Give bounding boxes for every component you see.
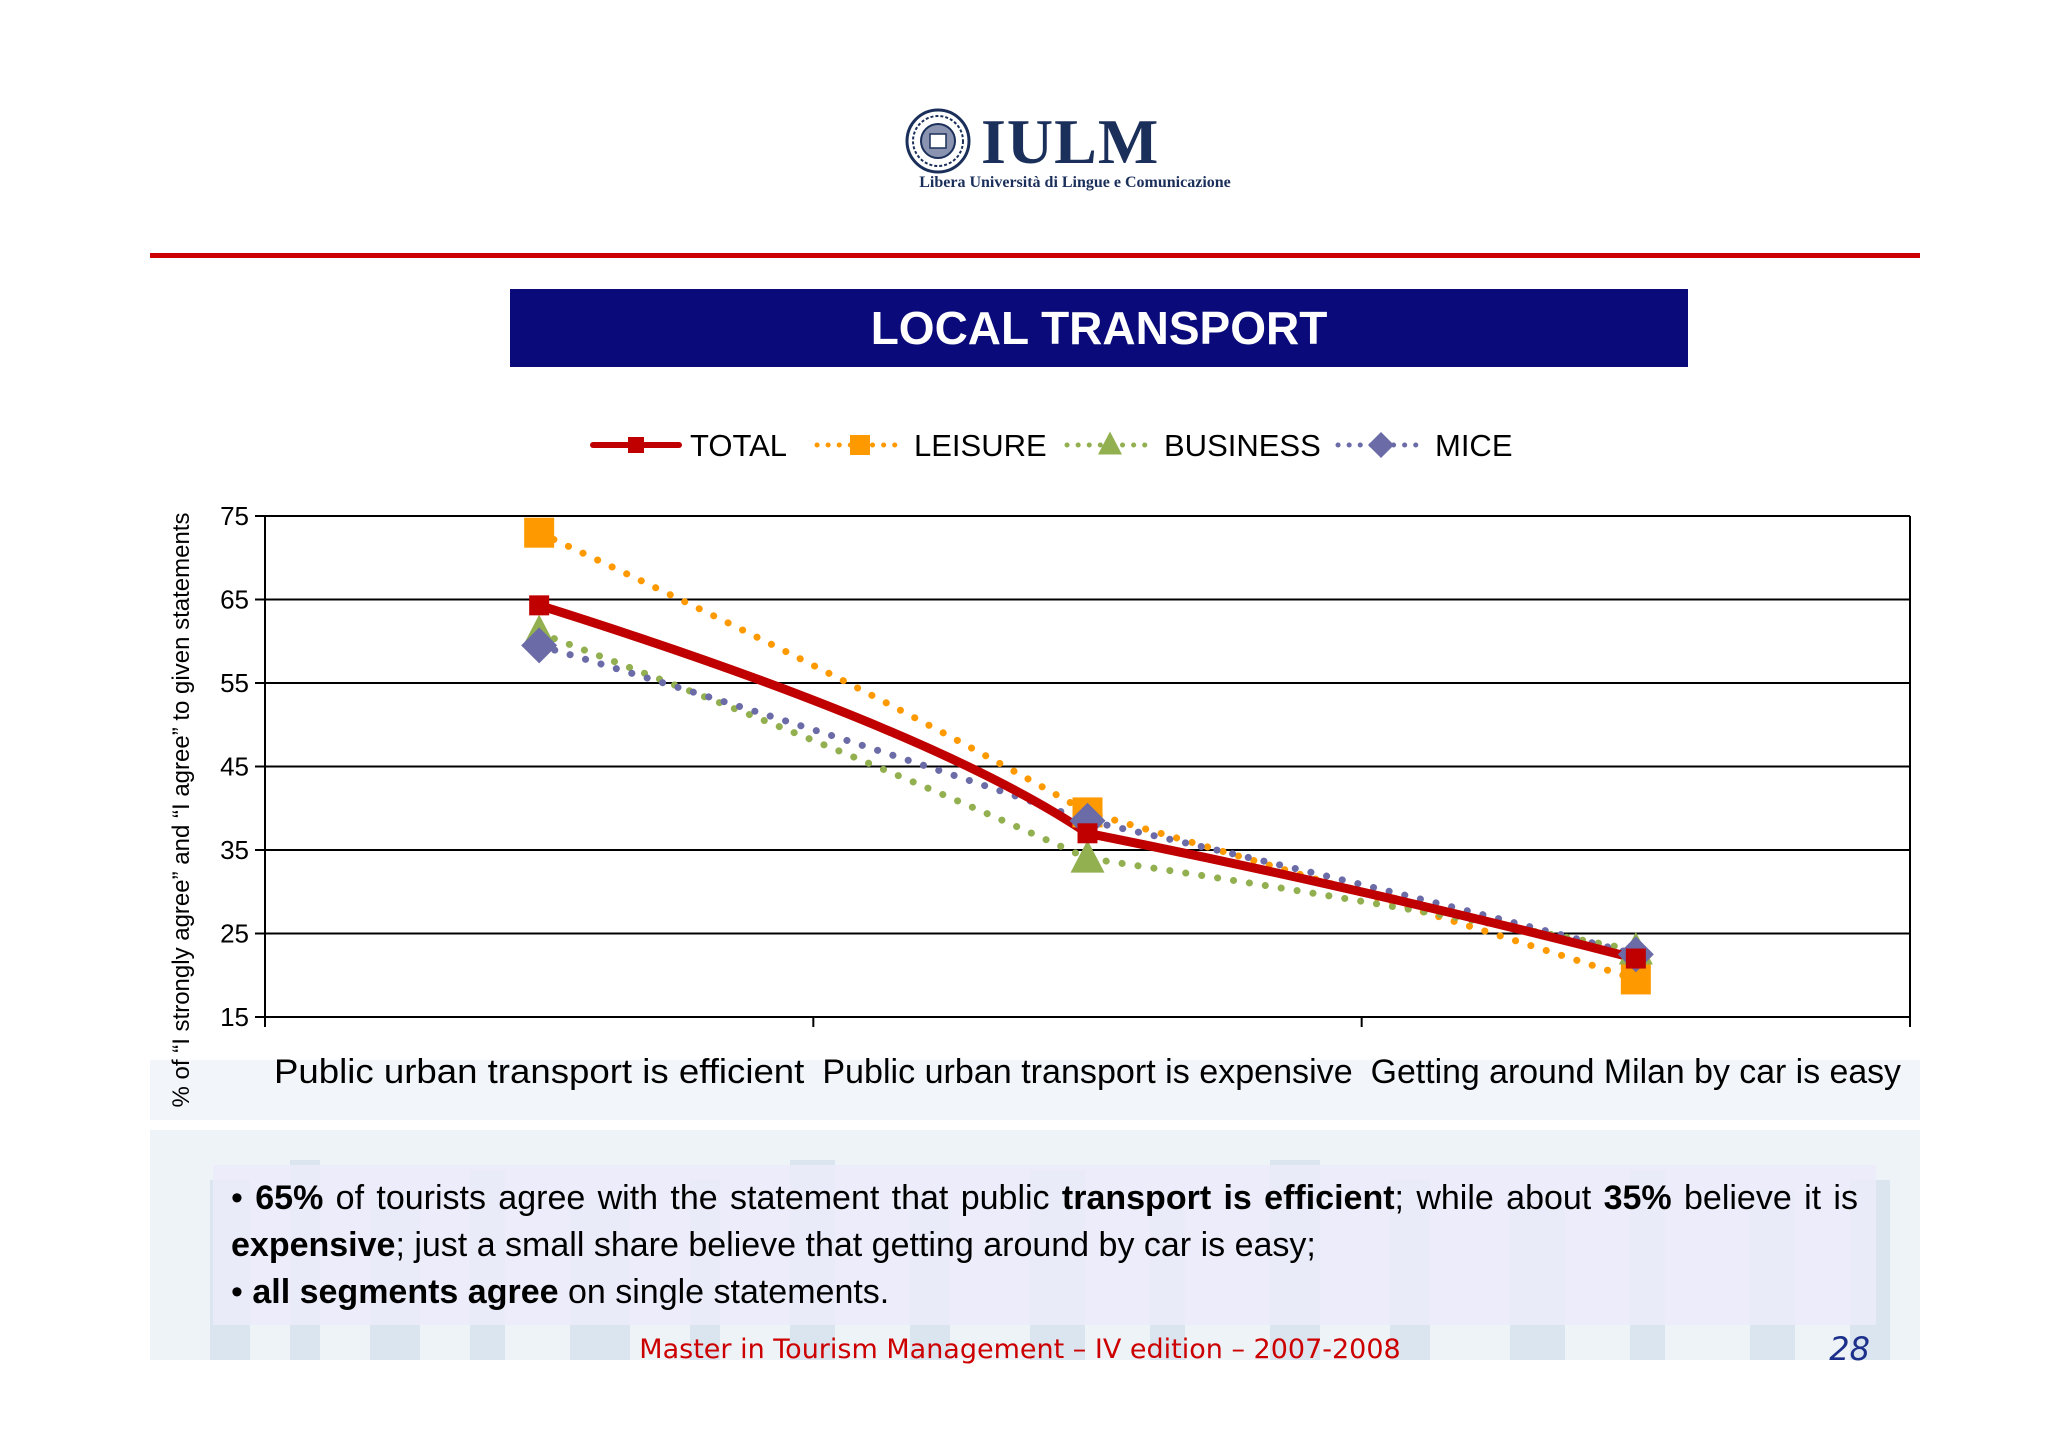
data-point-marker: [850, 435, 870, 455]
chart-series: [521, 517, 1654, 995]
data-point-marker: [1077, 823, 1098, 844]
highlight-transport-efficient: transport is efficient: [1061, 1179, 1395, 1217]
chart-legend: TOTAL LEISURE BUSINESS MICE: [590, 428, 1513, 463]
legend-item-mice: MICE: [1335, 428, 1513, 463]
legend-label: LEISURE: [914, 428, 1047, 463]
series-line-total: [534, 600, 1641, 964]
legend-label: MICE: [1435, 428, 1513, 463]
y-tick-label: 75: [220, 501, 249, 531]
chart-gridlines: [264, 515, 1911, 1018]
data-point-marker: [1098, 431, 1122, 455]
summary-notes: • 65% of tourists agree with the stateme…: [213, 1165, 1876, 1325]
logo-text: IULM: [981, 106, 1160, 177]
y-tick-label: 15: [220, 1002, 249, 1032]
legend-label: BUSINESS: [1164, 428, 1321, 463]
series-line-business: [535, 629, 1640, 954]
note-line-3: • all segments agree on single statement…: [231, 1269, 1858, 1316]
legend-item-total: TOTAL: [590, 428, 787, 463]
y-axis-ticks: 15 25 35 45 55 65 75: [220, 501, 265, 1032]
note-text: of tourists agree with the statement tha…: [323, 1179, 1062, 1217]
logo-subtitle: Libera Università di Lingue e Comunicazi…: [919, 174, 1231, 191]
legend-item-business: BUSINESS: [1064, 428, 1321, 463]
series-line-leisure: [535, 529, 1640, 983]
data-point-marker: [529, 595, 550, 616]
legend-item-leisure: LEISURE: [814, 428, 1047, 463]
series-markers: [521, 517, 1654, 995]
x-category-label: Getting around Milan by car is easy: [1371, 1053, 1901, 1091]
data-point-marker: [628, 437, 644, 453]
highlight-35-percent: 35%: [1603, 1179, 1672, 1217]
highlight-65-percent: 65%: [255, 1179, 324, 1217]
y-tick-label: 55: [220, 668, 249, 698]
y-tick-label: 35: [220, 835, 249, 865]
note-text: believe it is: [1671, 1179, 1858, 1217]
slide-title: LOCAL TRANSPORT: [510, 289, 1688, 367]
note-line-1: • 65% of tourists agree with the stateme…: [231, 1175, 1858, 1222]
data-point-marker: [1625, 948, 1646, 969]
highlight-all-segments: all segments agree: [252, 1273, 559, 1311]
bullet: •: [231, 1273, 243, 1311]
footer-text: Master in Tourism Management – IV editio…: [639, 1334, 1401, 1365]
series-markers-total: [529, 595, 1646, 969]
bullet: •: [231, 1179, 243, 1217]
header-divider: [150, 253, 1920, 258]
data-point-marker: [1368, 432, 1394, 458]
iulm-logo: IULM Libera Università di Lingue e Comun…: [905, 104, 1235, 204]
note-text: ; while about: [1394, 1179, 1604, 1217]
data-point-marker: [524, 517, 555, 548]
university-seal-icon: [905, 108, 971, 174]
note-line-2: expensive; just a small share believe th…: [231, 1222, 1858, 1269]
page-number: 28: [1829, 1330, 1870, 1368]
note-text: ; just a small share believe that gettin…: [395, 1226, 1316, 1264]
y-axis-label: % of “I strongly agree” and “I agree” to…: [168, 513, 195, 1108]
y-tick-label: 65: [220, 585, 249, 615]
x-category-label: Public urban transport is expensive: [822, 1053, 1352, 1091]
legend-label: TOTAL: [690, 428, 787, 463]
data-point-marker: [521, 627, 558, 664]
x-axis: Public urban transport is efficient Publi…: [264, 1017, 1911, 1091]
note-text: on single statements.: [558, 1273, 890, 1311]
y-tick-label: 45: [220, 752, 249, 782]
data-point-marker: [1070, 840, 1105, 873]
x-category-label: Public urban transport is efficient: [274, 1053, 805, 1091]
highlight-expensive: expensive: [231, 1226, 396, 1264]
y-tick-label: 25: [220, 919, 249, 949]
